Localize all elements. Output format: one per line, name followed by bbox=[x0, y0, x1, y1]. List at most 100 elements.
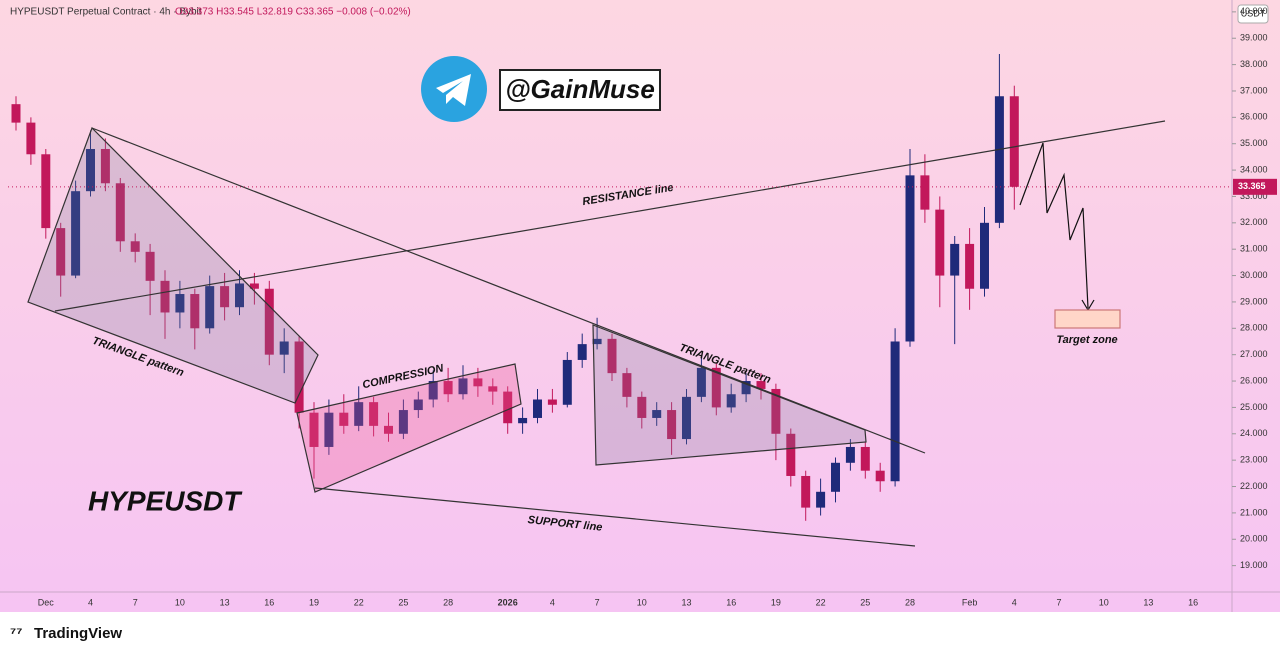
candle-body bbox=[965, 243, 975, 289]
candle-body bbox=[637, 396, 647, 418]
last-price-tag bbox=[1233, 178, 1277, 195]
candle-body bbox=[741, 381, 751, 395]
candle-body bbox=[339, 412, 349, 426]
candle-body bbox=[607, 338, 617, 374]
x-tick-label: 10 bbox=[1099, 597, 1109, 607]
watermark: HYPEUSDT bbox=[88, 485, 243, 516]
candle-body bbox=[264, 288, 274, 355]
x-tick-label: 7 bbox=[1056, 597, 1061, 607]
candle-body bbox=[249, 283, 259, 289]
candle-body bbox=[652, 410, 662, 418]
candle-body bbox=[696, 367, 706, 397]
x-tick-label: 28 bbox=[905, 597, 915, 607]
candle-body bbox=[86, 148, 95, 192]
candle-body bbox=[309, 412, 319, 447]
candle-body bbox=[786, 433, 796, 476]
x-tick-label: 10 bbox=[637, 597, 647, 607]
candle-body bbox=[235, 283, 244, 308]
y-tick-label: 33.000 bbox=[1240, 191, 1268, 201]
candle-body bbox=[205, 286, 215, 329]
triangle-shape bbox=[592, 324, 867, 466]
y-tick-label: 32.000 bbox=[1240, 217, 1268, 227]
candle-body bbox=[279, 341, 289, 355]
candle-body bbox=[56, 228, 66, 276]
brand: TradingView bbox=[34, 625, 122, 642]
x-tick-label: 22 bbox=[354, 597, 364, 607]
candle-body bbox=[428, 381, 438, 400]
y-tick-label: 25.000 bbox=[1240, 402, 1268, 412]
candle-body bbox=[980, 222, 989, 289]
candle-body bbox=[130, 241, 140, 252]
candle-body bbox=[860, 446, 870, 471]
candle-body bbox=[384, 425, 393, 434]
handle-box bbox=[499, 69, 661, 111]
candle-body bbox=[145, 251, 155, 281]
candle-body bbox=[801, 475, 811, 508]
candle-body bbox=[667, 410, 677, 440]
candle-body bbox=[220, 286, 230, 308]
annotation: Target zone bbox=[1056, 334, 1117, 346]
currency: USDT bbox=[1241, 8, 1266, 18]
y-tick-label: 31.000 bbox=[1240, 244, 1268, 254]
candle-body bbox=[11, 104, 21, 123]
candle-body bbox=[503, 391, 513, 424]
y-tick-label: 22.000 bbox=[1240, 481, 1268, 491]
y-tick-label: 38.000 bbox=[1240, 59, 1268, 69]
header-symbol: HYPEUSDT Perpetual Contract · 4h · Bybit bbox=[10, 7, 202, 18]
candle-body bbox=[190, 294, 200, 329]
x-tick-label: 16 bbox=[264, 597, 274, 607]
candle-body bbox=[100, 148, 110, 184]
candle-body bbox=[935, 209, 945, 276]
y-tick-label: 37.000 bbox=[1240, 85, 1268, 95]
candle-body bbox=[369, 402, 379, 426]
telegram-plane bbox=[436, 74, 471, 106]
x-tick-label: 22 bbox=[816, 597, 826, 607]
x-tick-label: 19 bbox=[771, 597, 781, 607]
candle-body bbox=[354, 402, 364, 426]
candle-body bbox=[458, 378, 468, 395]
y-tick-label: 35.000 bbox=[1240, 138, 1268, 148]
x-tick-label: 13 bbox=[681, 597, 691, 607]
x-tick-label: 25 bbox=[398, 597, 408, 607]
projection bbox=[1019, 142, 1089, 309]
handle: @GainMuse bbox=[505, 74, 655, 104]
header-ohlc: O33.373 H33.545 L32.819 C33.365 −0.008 (… bbox=[175, 7, 411, 18]
candle-body bbox=[682, 396, 691, 440]
candle-body bbox=[547, 399, 557, 405]
y-tick-label: 36.000 bbox=[1240, 112, 1268, 122]
x-tick-label: 7 bbox=[595, 597, 600, 607]
candle-body bbox=[831, 462, 840, 492]
y-tick-label: 28.000 bbox=[1240, 323, 1268, 333]
candle-body bbox=[875, 470, 885, 482]
y-tick-label: 23.000 bbox=[1240, 455, 1268, 465]
candle-body bbox=[533, 399, 542, 418]
candle-body bbox=[845, 446, 855, 463]
x-tick-label: 19 bbox=[309, 597, 319, 607]
y-tick-label: 24.000 bbox=[1240, 428, 1268, 438]
candle-body bbox=[950, 243, 960, 276]
x-tick-label: 4 bbox=[1012, 597, 1017, 607]
currency-box bbox=[1237, 4, 1269, 24]
support-line bbox=[314, 487, 916, 547]
y-tick-label: 19.000 bbox=[1240, 560, 1268, 570]
x-tick-label: 10 bbox=[175, 597, 185, 607]
x-tick-label: 28 bbox=[443, 597, 453, 607]
footer bbox=[0, 612, 1280, 654]
candle-body bbox=[294, 341, 304, 413]
x-tick-label: 16 bbox=[1188, 597, 1198, 607]
candle-body bbox=[756, 381, 766, 389]
candle-body bbox=[398, 410, 408, 434]
candle-body bbox=[443, 381, 453, 395]
x-tick-label: 7 bbox=[133, 597, 138, 607]
compression-shape bbox=[296, 363, 522, 493]
candle-body bbox=[41, 154, 51, 229]
x-tick-label: 13 bbox=[220, 597, 230, 607]
y-tick-label: 40.000 bbox=[1240, 6, 1268, 16]
candle-body bbox=[726, 394, 736, 408]
candle-body bbox=[115, 183, 125, 242]
candle-body bbox=[324, 412, 334, 447]
x-tick-label: 4 bbox=[88, 597, 93, 607]
candle-body bbox=[1009, 96, 1019, 187]
x-tick-label: 2026 bbox=[498, 597, 518, 607]
y-tick-label: 21.000 bbox=[1240, 507, 1268, 517]
